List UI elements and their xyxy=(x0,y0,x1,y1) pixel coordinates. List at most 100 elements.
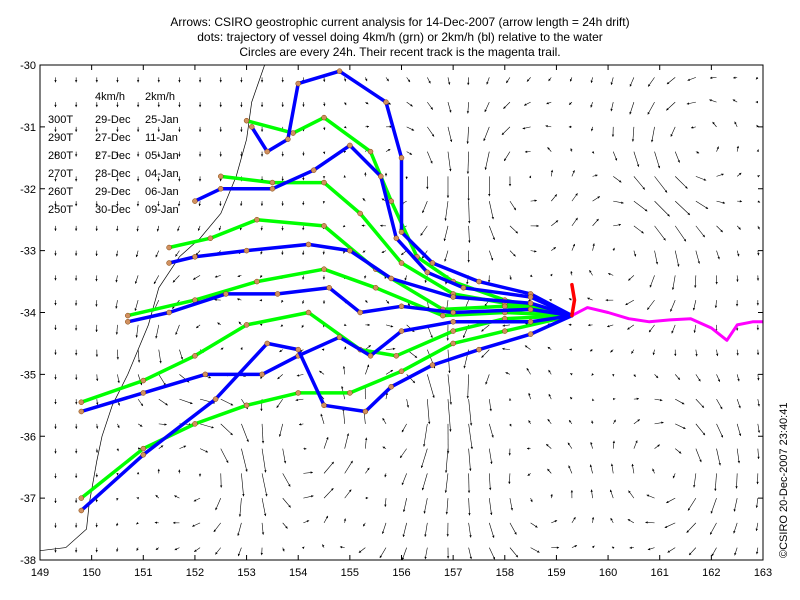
daily-circle xyxy=(527,294,534,300)
daily-circle xyxy=(388,198,394,204)
daily-circle xyxy=(254,216,260,223)
daily-circle xyxy=(450,294,456,300)
daily-circle xyxy=(336,68,343,74)
daily-circle xyxy=(347,142,353,149)
daily-circle xyxy=(367,148,374,155)
daily-circle xyxy=(398,260,405,266)
daily-circle xyxy=(218,173,224,180)
y-tick-label: -32 xyxy=(20,184,36,196)
blue-trajectory-2kmh xyxy=(79,313,574,513)
daily-circle xyxy=(476,346,482,353)
daily-circle xyxy=(372,285,379,291)
daily-circle xyxy=(166,260,172,266)
y-tick-label: -30 xyxy=(20,60,36,72)
daily-circle xyxy=(274,291,281,297)
daily-circle xyxy=(125,319,131,325)
daily-circle xyxy=(527,306,534,313)
legend-heading: 260T xyxy=(48,186,73,198)
daily-circle xyxy=(357,309,363,316)
daily-circle xyxy=(243,247,250,254)
legend-date-4kmh: 27-Dec xyxy=(95,150,131,162)
daily-circle xyxy=(285,136,291,142)
daily-circle xyxy=(527,300,534,306)
daily-circle xyxy=(527,331,534,337)
daily-circle xyxy=(460,285,467,291)
legend-date-4kmh: 29-Dec xyxy=(95,186,131,198)
daily-circle xyxy=(218,186,224,192)
daily-circle xyxy=(502,328,508,334)
coastline xyxy=(40,65,265,552)
daily-circle xyxy=(367,353,374,359)
green-trajectory-4kmh xyxy=(126,267,574,318)
daily-circle xyxy=(140,445,147,452)
daily-circle xyxy=(192,198,198,204)
green-trajectory-4kmh xyxy=(79,310,574,404)
x-tick-label: 152 xyxy=(186,567,204,579)
y-tick-label: -33 xyxy=(20,246,36,258)
daily-circle xyxy=(440,312,446,319)
daily-circle xyxy=(264,340,270,347)
legend-date-2kmh: 25-Jan xyxy=(145,114,179,126)
daily-circle xyxy=(305,309,312,316)
title-line-1: Arrows: CSIRO geostrophic current analys… xyxy=(170,15,630,29)
daily-circle xyxy=(78,408,85,415)
daily-circle xyxy=(212,396,219,402)
legend-heading: 250T xyxy=(48,204,73,216)
y-tick-label: -38 xyxy=(20,555,36,567)
legend-date-4kmh: 30-Dec xyxy=(95,204,131,216)
x-tick-label: 154 xyxy=(289,567,307,579)
x-tick-label: 161 xyxy=(651,567,669,579)
daily-circle xyxy=(326,285,332,291)
daily-circle xyxy=(398,303,405,310)
daily-circle xyxy=(202,371,209,378)
daily-circle xyxy=(207,235,214,241)
daily-circle xyxy=(398,328,405,334)
x-tick-label: 149 xyxy=(31,567,49,579)
daily-circle xyxy=(321,266,327,272)
daily-circle xyxy=(347,390,353,396)
legend-date-2kmh: 04-Jan xyxy=(145,168,179,180)
daily-circle xyxy=(295,80,301,87)
blue-trajectory-2kmh xyxy=(79,313,574,414)
daily-circle xyxy=(398,229,405,235)
daily-circle xyxy=(450,340,456,347)
legend-date-4kmh: 28-Dec xyxy=(95,168,131,180)
daily-circle xyxy=(140,390,147,396)
blue-trajectory-2kmh xyxy=(126,286,574,324)
daily-circle xyxy=(388,384,394,390)
y-axis: -30 -31 -32 -33 -34 -35 -36 -37 -38 xyxy=(20,60,763,567)
daily-circle xyxy=(140,377,147,384)
daily-circle xyxy=(383,99,389,105)
daily-circle xyxy=(264,148,270,155)
y-tick-label: -34 xyxy=(20,308,36,320)
daily-circle xyxy=(321,402,327,409)
daily-circle xyxy=(192,353,198,359)
daily-circle xyxy=(388,275,394,282)
daily-circle xyxy=(321,114,327,121)
daily-circle xyxy=(429,260,436,266)
copyright-label: ©CSIRO 20-Dec-2007 23:40:41 xyxy=(778,402,790,558)
legend-date-2kmh: 06-Jan xyxy=(145,186,179,198)
x-tick-label: 155 xyxy=(341,567,359,579)
y-tick-label: -36 xyxy=(20,431,36,443)
green-trajectory-4kmh xyxy=(167,217,574,318)
daily-circle xyxy=(398,368,405,375)
daily-circle xyxy=(295,346,301,353)
daily-circle xyxy=(166,244,172,251)
legend-header-2kmh: 2km/h xyxy=(145,91,175,103)
daily-circle xyxy=(450,328,456,334)
current-arrows xyxy=(54,76,761,560)
daily-circle xyxy=(248,124,255,130)
daily-circle xyxy=(450,309,456,316)
daily-circle xyxy=(78,495,85,501)
daily-circle xyxy=(321,223,327,229)
daily-circle xyxy=(269,186,276,192)
daily-circle xyxy=(243,322,250,328)
daily-circle xyxy=(254,278,260,285)
legend-heading: 300T xyxy=(48,114,73,126)
daily-circle xyxy=(259,371,265,378)
green-trajectory-4kmh xyxy=(244,115,574,318)
daily-circle xyxy=(450,319,456,325)
legend-date-2kmh: 05-Jan xyxy=(145,150,179,162)
